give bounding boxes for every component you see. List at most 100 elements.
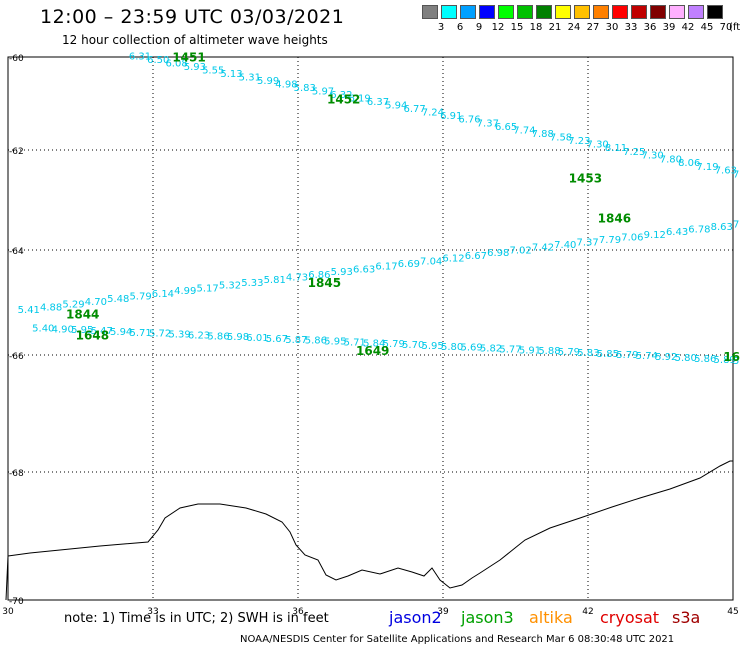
lon-tick-label: 30 [2, 607, 14, 617]
swh-value: 5.85 [597, 349, 619, 360]
swh-value: 7.06 [621, 232, 643, 243]
legend-swatch [441, 5, 457, 19]
swh-value: 4.90 [52, 324, 74, 335]
legend-label: 18 [529, 22, 543, 33]
legend-label: 24 [567, 22, 581, 33]
swh-value: 9.12 [644, 230, 666, 241]
swh-value: 6.91 [440, 111, 462, 122]
swh-value: 5.31 [239, 72, 261, 83]
swh-value: 6.17 [375, 262, 397, 273]
swh-value: 5.33 [241, 278, 263, 289]
time-label: 1844 [66, 307, 99, 321]
swh-value: 4.98 [275, 80, 297, 91]
swh-value: 6.86 [308, 270, 330, 281]
satellite-altika: altika [529, 608, 573, 627]
legend-label: 45 [700, 22, 714, 33]
swh-value: 6.67 [465, 251, 487, 262]
time-label: 1648 [76, 328, 109, 342]
swh-value: 5.32 [219, 281, 241, 292]
satellite-jason3: jason3 [461, 608, 514, 627]
swh-value: 6.43 [666, 227, 688, 238]
swh-value: 4.99 [174, 286, 196, 297]
legend-label: 6 [456, 22, 464, 33]
legend-swatch [669, 5, 685, 19]
swh-value: 6.98 [487, 248, 509, 259]
swh-value: 6.12 [442, 254, 464, 265]
swh-value: 5.55 [202, 65, 224, 76]
swh-value: 7.96 [733, 170, 740, 181]
swh-value: 5.91 [519, 345, 541, 356]
track-1451: 6.316.506.085.935.555.135.315.994.985.83… [129, 51, 740, 186]
swh-value: 5.83 [294, 83, 316, 94]
swh-value: 5.81 [264, 275, 286, 286]
legend-unit: (ft) [729, 22, 740, 33]
legend-swatch [688, 5, 704, 19]
swh-value: 7.37 [577, 238, 599, 249]
swh-value: 5.93 [331, 267, 353, 278]
swh-value: 5.92 [655, 352, 677, 363]
swh-value: 5.99 [257, 76, 279, 87]
swh-value: 5.95 [324, 337, 346, 348]
legend-label: 36 [643, 22, 657, 33]
lat-tick-label: -62 [9, 147, 24, 157]
lat-tick-label: -68 [9, 469, 24, 479]
swh-value: 5.95 [422, 341, 444, 352]
legend-label: 30 [605, 22, 619, 33]
coastline-west [5, 555, 9, 601]
swh-value: 5.82 [480, 344, 502, 355]
lon-tick-label: 39 [437, 607, 449, 617]
swh-value: 5.40 [32, 323, 54, 334]
swh-value: 7.42 [532, 243, 554, 254]
track-1844: 5.41 4.88 5.29 4.70 5.48 5.79 6.14 4.99 5.17 5.32… [18, 212, 740, 322]
time-label: 1650 [723, 350, 740, 364]
legend-label: 39 [662, 22, 676, 33]
legend-label: 15 [510, 22, 524, 33]
footer-note: note: 1) Time is in UTC; 2) SWH is in fe… [64, 611, 329, 626]
swh-value: 7.25 [623, 147, 645, 158]
lat-tick-label: -60 [9, 54, 24, 64]
swh-value: 7.58 [550, 132, 572, 143]
swh-value: 5.79 [616, 350, 638, 361]
time-label: 1452 [327, 93, 360, 107]
swh-value: 5.71 [344, 337, 366, 348]
lat-tick-label: -70 [9, 597, 24, 607]
swh-value: 5.78 [733, 356, 740, 367]
satellite-s3a: s3a [672, 608, 701, 627]
swh-value: 5.77 [499, 344, 521, 355]
time-label: 1846 [598, 212, 631, 226]
swh-value: 6.08 [165, 58, 187, 69]
swh-value: 5.67 [266, 334, 288, 345]
swh-value: 5.39 [168, 330, 190, 341]
legend-swatch [460, 5, 476, 19]
swh-value: 6.14 [152, 289, 174, 300]
satellite-tracks: 6.316.506.085.935.555.135.315.994.985.83… [18, 51, 740, 367]
legend-label: 3 [437, 22, 445, 33]
swh-value: 5.72 [149, 329, 171, 340]
swh-value: 7.99 [733, 220, 740, 231]
legend-swatch [422, 5, 438, 19]
swh-value: 6.76 [458, 115, 480, 126]
legend-swatch [707, 5, 723, 19]
swh-value: 5.29 [62, 300, 84, 311]
swh-value: 5.86 [207, 331, 229, 342]
legend-label: 21 [548, 22, 562, 33]
swh-value: 5.93 [184, 62, 206, 73]
swh-value: 6.78 [688, 225, 710, 236]
swh-value: 5.79 [129, 291, 151, 302]
swh-value: 5.79 [558, 347, 580, 358]
swh-value: 4.88 [40, 302, 62, 313]
swh-value: 5.70 [402, 340, 424, 351]
swh-value: 7.88 [532, 129, 554, 140]
swh-value: 7.30 [587, 139, 609, 150]
swh-value: 5.83 [577, 348, 599, 359]
swh-value: 4.70 [85, 297, 107, 308]
swh-value: 7.40 [554, 240, 576, 251]
swh-value: 4.73 [286, 273, 308, 284]
swh-value: 7.30 [641, 151, 663, 162]
swh-value: 7.19 [696, 162, 718, 173]
map-frame [7, 56, 734, 601]
swh-value: 7.24 [422, 108, 444, 119]
time-label: 1453 [569, 172, 602, 186]
swh-value: 5.79 [383, 339, 405, 350]
